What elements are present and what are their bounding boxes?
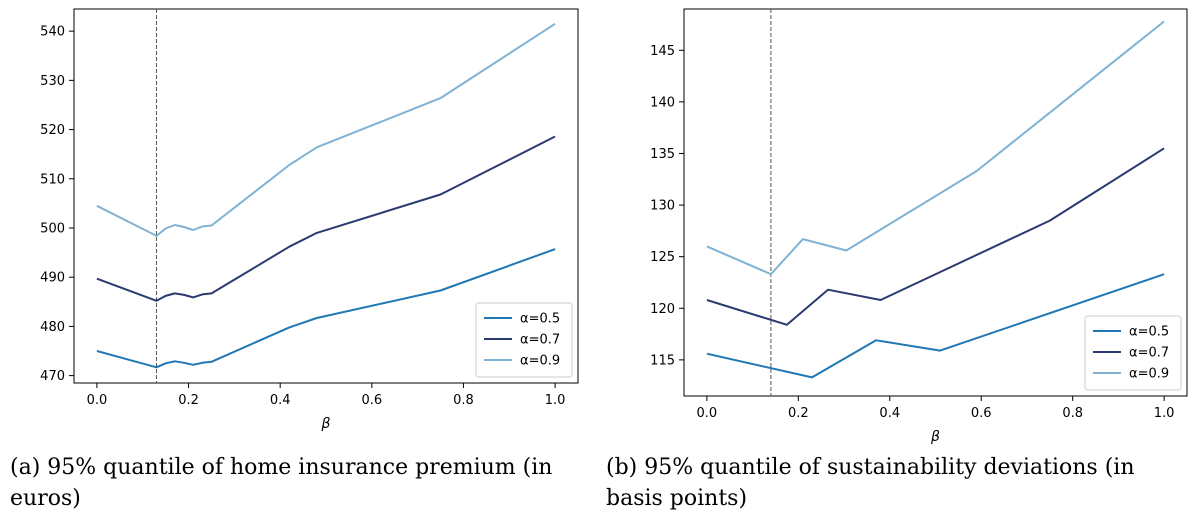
y-tick-label: 130 [650, 199, 675, 214]
x-tick-label: 0.0 [697, 406, 718, 421]
x-tick-label: 0.8 [1062, 406, 1083, 421]
legend-label-2: α=0.7 [520, 333, 560, 348]
y-tick-label: 120 [650, 302, 675, 317]
plot-area-frame [73, 8, 579, 384]
legend-label-1: α=0.5 [1129, 325, 1169, 340]
chart-panel-b: 0.0 0.2 0.4 0.6 0.8 1.0 115 120 125 130 135 140 145 β… [650, 8, 1188, 445]
y-tick-label: 125 [650, 250, 675, 265]
x-axis-label: β [930, 429, 940, 445]
x-tick-label: 1.0 [545, 393, 566, 408]
y-tick-label: 140 [650, 95, 675, 110]
series-line-3 [706, 20, 1165, 276]
caption-a: (a) 95% quantile of home insurance premi… [10, 452, 590, 514]
legend: α=0.5 α=0.7 α=0.9 [475, 302, 573, 378]
caption-b-line-1: (b) 95% quantile of sustainability devia… [606, 455, 1135, 480]
legend: α=0.5 α=0.7 α=0.9 [1084, 315, 1182, 391]
x-tick-label: 0.0 [87, 393, 108, 408]
x-tick-label: 0.4 [270, 393, 291, 408]
x-tick-label: 0.2 [788, 406, 809, 421]
x-tick-label: 0.4 [879, 406, 900, 421]
chart-panel-a: 0.0 0.2 0.4 0.6 0.8 1.0 470 480 490 500 510 520 530 5… [40, 8, 579, 432]
x-tick-label: 1.0 [1154, 406, 1175, 421]
y-tick-label: 510 [40, 172, 65, 187]
y-tick-label: 530 [40, 74, 65, 89]
y-tick-label: 470 [40, 369, 65, 384]
legend-label-2: α=0.7 [1129, 346, 1169, 361]
x-tick-label: 0.2 [178, 393, 199, 408]
legend-label-3: α=0.9 [520, 354, 560, 369]
legend-box [475, 302, 573, 378]
caption-a-line-2: euros) [10, 486, 81, 511]
x-tick-label: 0.6 [971, 406, 992, 421]
x-tick-label: 0.8 [453, 393, 474, 408]
x-axis-label: β [321, 416, 331, 432]
series-line-2 [96, 135, 556, 302]
caption-b-line-2: basis points) [606, 486, 748, 511]
series-line-1 [96, 248, 556, 369]
plot-area-frame [683, 8, 1188, 397]
y-tick-label: 145 [650, 44, 675, 59]
y-tick-label: 490 [40, 271, 65, 286]
y-tick-label: 540 [40, 25, 65, 40]
legend-label-1: α=0.5 [520, 312, 560, 327]
legend-box [1084, 315, 1182, 391]
y-tick-label: 500 [40, 221, 65, 236]
y-tick-label: 115 [650, 353, 675, 368]
caption-b: (b) 95% quantile of sustainability devia… [606, 452, 1191, 514]
series-line-2 [706, 147, 1165, 326]
series-line-3 [96, 22, 556, 237]
caption-a-line-1: (a) 95% quantile of home insurance premi… [10, 455, 553, 480]
y-tick-label: 480 [40, 320, 65, 335]
legend-label-3: α=0.9 [1129, 367, 1169, 382]
x-tick-label: 0.6 [361, 393, 382, 408]
y-tick-label: 135 [650, 147, 675, 162]
series-line-1 [706, 273, 1165, 379]
y-tick-label: 520 [40, 123, 65, 138]
